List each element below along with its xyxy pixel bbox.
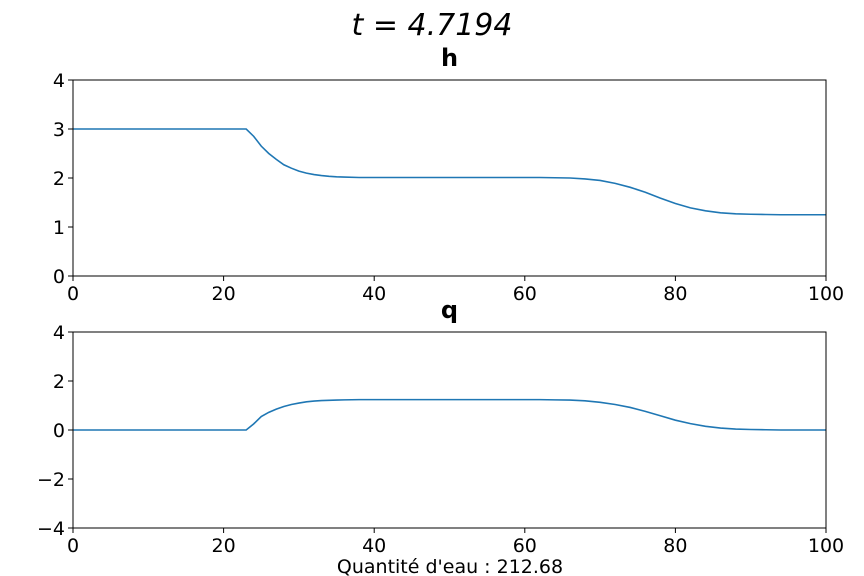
y-tick-label: −4: [37, 518, 65, 540]
x-tick-label: 80: [663, 283, 687, 305]
x-tick-label: 0: [67, 535, 79, 557]
x-tick-label: 20: [212, 535, 236, 557]
x-tick-label: 40: [362, 535, 386, 557]
x-tick-label: 60: [513, 283, 537, 305]
y-tick-label: 4: [53, 70, 65, 92]
y-tick-label: 0: [53, 266, 65, 288]
y-tick-label: 2: [53, 168, 65, 190]
x-tick-label: 60: [513, 535, 537, 557]
series-line-q: [73, 398, 826, 431]
y-tick-label: 4: [53, 322, 65, 344]
subplot-title-q: q: [441, 296, 458, 324]
subplot-q: q 0 20 40 60 80 100 −4 −2 0 2 4: [37, 296, 844, 557]
y-tick-label: 2: [53, 371, 65, 393]
y-tick-label: 0: [53, 420, 65, 442]
series-line-h: [73, 128, 826, 216]
y-tick-label: 1: [53, 217, 65, 239]
subplot-h: h 0 20 40 60 80 100 0 1 2 3 4: [53, 44, 844, 305]
x-tick-label: 100: [808, 283, 844, 305]
x-tick-label: 20: [212, 283, 236, 305]
x-tick-label: 80: [663, 535, 687, 557]
subplot-title-h: h: [441, 44, 458, 72]
y-tick-label: 3: [53, 119, 65, 141]
water-quantity-label: Quantité d'eau : 212.68: [337, 556, 563, 576]
figure-suptitle: t = 4.7194: [352, 8, 513, 43]
x-tick-label: 100: [808, 535, 844, 557]
y-tick-label: −2: [37, 469, 65, 491]
x-tick-label: 40: [362, 283, 386, 305]
x-tick-label: 0: [67, 283, 79, 305]
